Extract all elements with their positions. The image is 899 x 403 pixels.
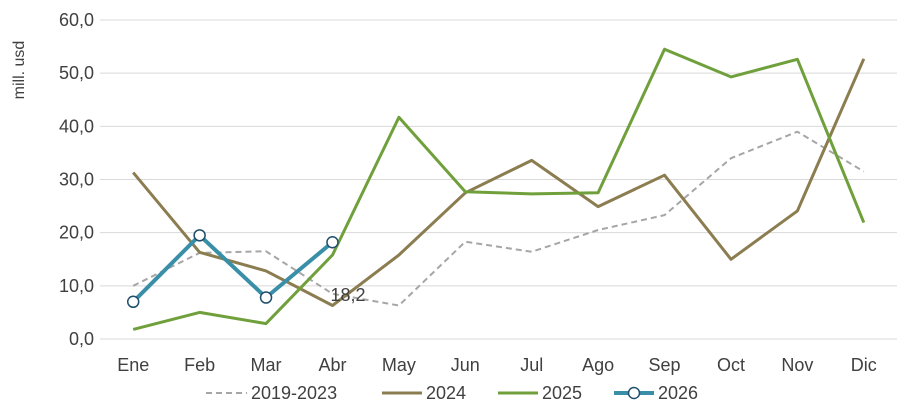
gridlines (100, 19, 897, 340)
x-tick-label: Jun (451, 355, 480, 375)
x-tick-label: May (382, 355, 416, 375)
x-tick-label: Mar (251, 355, 282, 375)
x-tick-label: Abr (318, 355, 346, 375)
y-tick-label: 40,0 (59, 116, 94, 136)
y-axis-ticks: 0,0 10,0 20,0 30,0 40,0 50,0 60,0 (59, 10, 94, 349)
series-line-2025 (132, 47, 866, 331)
legend-label-2019-2023: 2019-2023 (251, 383, 337, 403)
series-line-2024 (132, 58, 866, 307)
x-tick-label: Sep (649, 355, 681, 375)
series-line-2026 (131, 233, 334, 304)
legend-label-2024: 2024 (426, 383, 466, 403)
x-tick-label: Nov (781, 355, 813, 375)
y-axis-label: mill. usd (11, 41, 28, 100)
x-tick-label: Oct (717, 355, 745, 375)
data-label: 18,2 (330, 285, 365, 305)
data-labels: 18,2 (330, 285, 365, 305)
y-tick-label: 60,0 (59, 10, 94, 30)
data-point-2026 (326, 235, 339, 249)
y-tick-label: 30,0 (59, 170, 94, 190)
series-lines (126, 47, 866, 331)
x-tick-label: Dic (851, 355, 877, 375)
y-tick-label: 0,0 (69, 329, 94, 349)
series-line-2019-2023 (132, 130, 865, 307)
y-tick-label: 20,0 (59, 223, 94, 243)
data-point-2026 (193, 229, 206, 242)
x-tick-label: Ago (582, 355, 614, 375)
y-tick-label: 50,0 (59, 63, 94, 83)
legend-marker (627, 386, 641, 400)
data-point-2026 (126, 295, 140, 309)
data-point-2026 (259, 291, 273, 304)
legend-label-2025: 2025 (542, 383, 582, 403)
legend: 2019-2023 2024 2025 2026 (206, 383, 698, 403)
x-tick-label: Ene (117, 355, 149, 375)
x-tick-label: Jul (520, 355, 543, 375)
y-tick-label: 10,0 (59, 276, 94, 296)
legend-label-2026: 2026 (658, 383, 698, 403)
x-tick-label: Feb (184, 355, 215, 375)
x-axis-ticks: Ene Feb Mar Abr May Jun Jul Ago Sep Oct Nov Dic (117, 355, 877, 375)
